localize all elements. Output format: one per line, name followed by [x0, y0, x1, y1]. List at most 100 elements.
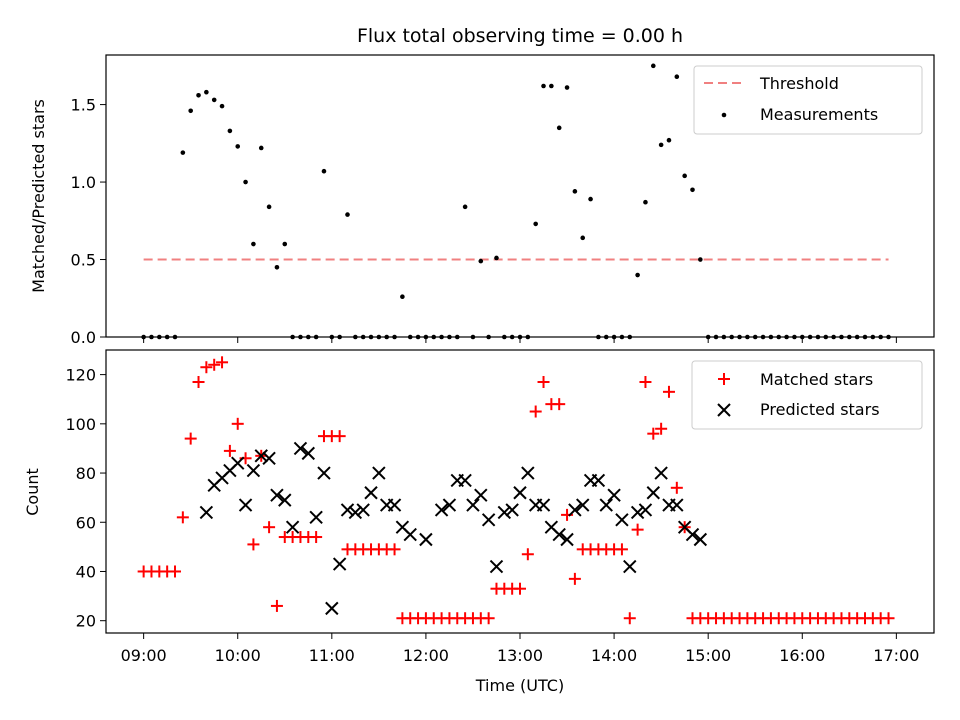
- predicted-point: [293, 441, 308, 456]
- measurement-point: [549, 83, 554, 89]
- measurement-point: [235, 144, 241, 149]
- matched-point: [176, 511, 189, 524]
- matched-point: [208, 358, 221, 371]
- predicted-point: [474, 488, 488, 502]
- top-y-tick-label: 1.0: [71, 173, 96, 192]
- predicted-point: [387, 498, 402, 512]
- matched-point: [623, 612, 636, 625]
- measurement-point: [494, 255, 499, 261]
- measurement-point: [658, 142, 664, 148]
- bottom-y-tick-label: 40: [76, 562, 96, 581]
- matched-point: [231, 417, 244, 430]
- matched-point: [631, 523, 644, 536]
- matched-point: [263, 521, 276, 534]
- measurement-point: [541, 83, 546, 89]
- predicted-point: [646, 486, 661, 500]
- predicted-point: [654, 466, 668, 480]
- predicted-point: [317, 466, 331, 480]
- predicted-point: [607, 488, 621, 502]
- matched-point: [568, 572, 581, 585]
- predicted-point: [693, 532, 708, 547]
- matched-point: [615, 543, 628, 556]
- predicted-point: [340, 503, 355, 517]
- measurement-point: [196, 92, 201, 98]
- bottom-plot-marks: [137, 356, 895, 625]
- top-plot-marks: [141, 63, 891, 340]
- predicted-point: [623, 559, 637, 574]
- matched-point: [537, 375, 550, 388]
- predicted-point: [497, 505, 512, 520]
- bottom-y-ticks: 20 40 60 80 100 120: [65, 366, 106, 631]
- predicted-point: [348, 505, 363, 520]
- predicted-point: [270, 488, 284, 502]
- measurement-point: [321, 168, 327, 174]
- legend-predicted-swatch: [717, 403, 731, 417]
- matched-point: [882, 612, 895, 625]
- predicted-point: [301, 446, 316, 461]
- measurement-point: [666, 137, 672, 143]
- matched-point: [388, 543, 401, 556]
- predicted-point: [560, 532, 574, 547]
- bottom-panel: 20 40 60 80 100 120 09:00 10:00 11:00 12:00 13:00…: [23, 337, 935, 695]
- legend-threshold-label: Threshold: [759, 74, 839, 93]
- predicted-point: [513, 486, 527, 500]
- measurement-point: [650, 63, 656, 69]
- bottom-y-tick-label: 60: [76, 513, 96, 532]
- matched-point: [310, 531, 323, 544]
- matched-point: [192, 375, 205, 388]
- legend-measurements-label: Measurements: [760, 105, 878, 124]
- x-tick-label: 14:00: [591, 646, 637, 665]
- measurement-point: [698, 257, 703, 262]
- predicted-point: [599, 498, 613, 512]
- matched-point: [216, 356, 229, 369]
- predicted-point: [364, 486, 378, 500]
- measurement-point: [674, 74, 680, 79]
- legend-matched-swatch: [718, 373, 730, 385]
- predicted-point: [615, 513, 629, 527]
- matched-point: [270, 599, 283, 612]
- predicted-point: [372, 466, 386, 480]
- predicted-point: [238, 498, 253, 512]
- measurement-point: [564, 85, 570, 90]
- predicted-point: [505, 503, 519, 517]
- matched-point: [223, 444, 236, 457]
- measurement-point: [219, 103, 225, 109]
- matched-point: [655, 422, 668, 435]
- matched-point: [184, 432, 197, 445]
- matched-point: [639, 375, 652, 388]
- top-y-axis-label: Matched/Predicted stars: [29, 99, 48, 293]
- bottom-y-tick-label: 100: [65, 415, 96, 434]
- matched-point: [482, 612, 495, 625]
- matched-point: [670, 481, 683, 494]
- predicted-point: [552, 527, 566, 542]
- legend-matched-label: Matched stars: [760, 370, 873, 389]
- bottom-y-tick-label: 20: [76, 612, 96, 631]
- predicted-point: [442, 498, 457, 512]
- predicted-point: [403, 527, 417, 542]
- measurement-point: [258, 145, 264, 151]
- x-tick-label: 16:00: [779, 646, 825, 665]
- measurement-point: [400, 294, 405, 300]
- predicted-point: [434, 503, 449, 517]
- measurement-point: [266, 204, 272, 210]
- bottom-legend-box: [691, 360, 923, 430]
- measurement-point: [682, 173, 687, 179]
- predicted-point: [591, 473, 606, 488]
- chart-title: Flux total observing time = 0.00 h: [357, 25, 683, 47]
- top-legend: Threshold Measurements: [693, 65, 923, 135]
- top-y-tick-label: 0.5: [71, 251, 96, 270]
- predicted-point: [262, 451, 276, 465]
- top-legend-box: [693, 65, 923, 135]
- measurement-point: [243, 179, 248, 185]
- bottom-legend: Matched stars Predicted stars: [691, 360, 923, 430]
- measurement-point: [533, 221, 538, 227]
- predicted-point: [458, 473, 472, 488]
- measurement-point: [274, 264, 280, 270]
- measurement-point: [572, 189, 578, 194]
- predicted-point: [568, 503, 582, 517]
- measurement-point: [690, 187, 695, 193]
- measurement-point: [180, 150, 186, 155]
- x-tick-label: 17:00: [873, 646, 919, 665]
- x-tick-label: 13:00: [497, 646, 543, 665]
